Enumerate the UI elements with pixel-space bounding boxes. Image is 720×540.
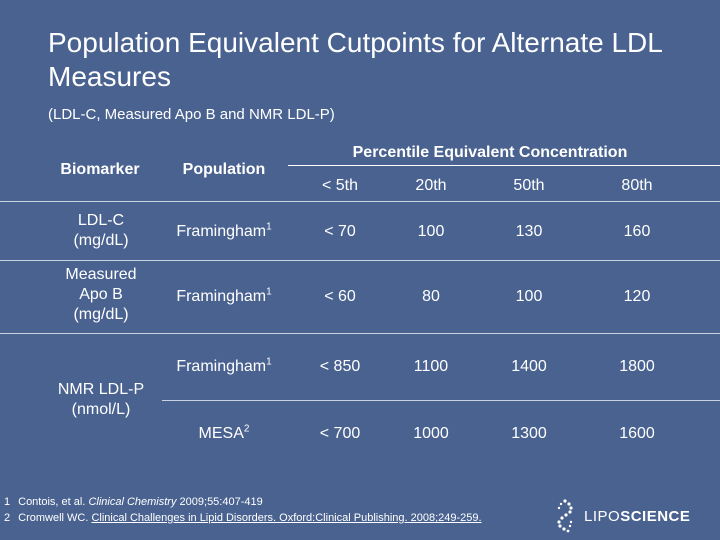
biomarker-ldl-c: LDL-C (mg/dL)	[73, 212, 129, 249]
value-cell: 100	[417, 223, 445, 240]
population-framingham: Framingham1	[176, 286, 272, 305]
footnote-number: 2	[4, 512, 11, 524]
row-divider	[0, 201, 720, 202]
value-cell: < 700	[319, 425, 361, 442]
value-cell: 120	[623, 288, 651, 305]
reference-marker: 1	[266, 221, 272, 233]
header-pct-20th: 20th	[415, 177, 447, 194]
dna-helix-icon	[557, 499, 573, 533]
header-underline	[288, 165, 720, 166]
reference-marker: 1	[266, 286, 272, 298]
value-cell: 1100	[413, 358, 449, 375]
value-cell: < 60	[324, 288, 356, 305]
value-cell: 100	[515, 288, 543, 305]
biomarker-apo-b: Measured Apo B (mg/dL)	[65, 266, 137, 323]
row-divider	[162, 400, 720, 401]
reference-marker: 1	[266, 356, 272, 368]
reference-marker: 2	[243, 423, 250, 435]
value-cell: 1800	[619, 358, 655, 375]
logo-wordmark: LIPOSCIENCE	[584, 507, 691, 525]
value-cell: 1300	[511, 425, 547, 442]
footnote-2: 2 Cromwell WC. Clinical Challenges in Li…	[4, 512, 482, 524]
footnotes: 1 Contois, et al. Clinical Chemistry 200…	[4, 494, 482, 526]
header-population: Population	[182, 161, 266, 178]
liposcience-logo: LIPOSCIENCE	[552, 496, 720, 536]
value-cell: < 70	[324, 223, 356, 240]
value-cell: 1000	[413, 425, 449, 442]
biomarker-nmr-ldl-p: NMR LDL-P (nmol/L)	[57, 381, 145, 418]
slide-title: Population Equivalent Cutpoints for Alte…	[48, 27, 662, 92]
row-divider	[0, 260, 720, 261]
row-divider	[0, 333, 720, 334]
population-framingham: Framingham1	[176, 356, 272, 375]
value-cell: < 850	[319, 358, 361, 375]
header-pct-80th: 80th	[621, 177, 653, 194]
slide-subtitle: (LDL-C, Measured Apo B and NMR LDL-P)	[48, 106, 335, 123]
value-cell: 160	[623, 223, 651, 240]
value-cell: 80	[422, 288, 440, 305]
population-mesa: MESA2	[198, 423, 250, 442]
footnote-number: 1	[4, 496, 11, 508]
footnote-1: 1 Contois, et al. Clinical Chemistry 200…	[4, 496, 263, 508]
value-cell: 1400	[511, 358, 547, 375]
population-framingham: Framingham1	[176, 221, 272, 240]
value-cell: 1600	[619, 425, 655, 442]
header-percentile-group: Percentile Equivalent Concentration	[352, 144, 628, 161]
header-pct-5th: < 5th	[321, 177, 359, 194]
value-cell: 130	[515, 223, 543, 240]
header-pct-50th: 50th	[513, 177, 545, 194]
header-biomarker: Biomarker	[60, 161, 140, 178]
